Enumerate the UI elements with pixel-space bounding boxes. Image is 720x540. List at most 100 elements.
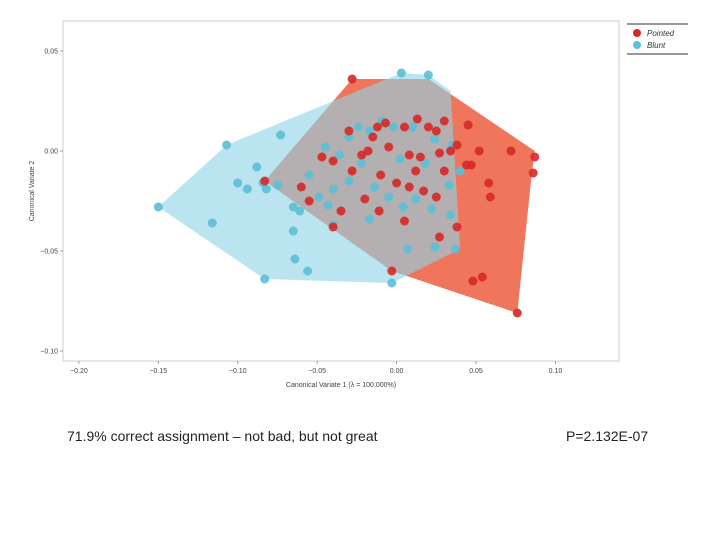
point-blunt-13 — [288, 226, 298, 236]
point-pointed-17 — [446, 146, 456, 156]
point-pointed-4 — [528, 168, 538, 178]
point-blunt-29 — [455, 166, 465, 176]
point-blunt-4 — [207, 218, 217, 228]
legend-label-blunt: Blunt — [647, 41, 666, 50]
y-tick-label: 0.05 — [44, 49, 58, 56]
point-pointed-23 — [423, 122, 433, 132]
point-blunt-8 — [261, 184, 271, 194]
point-blunt-35 — [398, 202, 408, 212]
point-pointed-1 — [474, 146, 484, 156]
point-pointed-12 — [512, 308, 522, 318]
point-blunt-48 — [395, 154, 405, 164]
point-blunt-19 — [320, 142, 330, 152]
point-blunt-3 — [153, 202, 163, 212]
point-pointed-30 — [435, 148, 444, 158]
point-pointed-40 — [360, 194, 370, 204]
accuracy-caption: 71.9% correct assignment – not bad, but … — [67, 428, 378, 444]
point-blunt-11 — [288, 202, 298, 212]
point-pointed-33 — [317, 152, 327, 162]
point-pointed-35 — [376, 170, 386, 180]
x-tick-label: −0.10 — [229, 368, 247, 375]
point-pointed-50 — [439, 166, 449, 176]
point-blunt-9 — [252, 162, 262, 172]
point-pointed-25 — [344, 126, 354, 136]
point-pointed-14 — [387, 266, 397, 276]
point-pointed-41 — [336, 206, 346, 216]
point-pointed-27 — [384, 142, 394, 152]
point-blunt-49 — [357, 158, 367, 168]
point-pointed-2 — [506, 146, 516, 156]
x-tick-label: −0.20 — [70, 368, 88, 375]
point-blunt-34 — [384, 192, 394, 202]
point-pointed-42 — [374, 206, 384, 216]
x-tick-label: −0.15 — [149, 368, 167, 375]
point-blunt-37 — [427, 204, 436, 214]
y-axis-label: Canonical Variate 2 — [29, 161, 36, 222]
legend: Pointed Blunt — [627, 23, 688, 55]
y-axis-ticks: −0.10 −0.05 0.00 0.05 — [40, 49, 63, 356]
legend-label-pointed: Pointed — [647, 29, 675, 38]
point-blunt-32 — [344, 176, 354, 186]
scatter-chart: −0.20 −0.15 −0.10 −0.05 0.00 0.05 0.10 −0.10−0… — [29, 20, 688, 389]
point-blunt-38 — [446, 210, 456, 220]
point-blunt-42 — [403, 244, 413, 254]
points-layer — [153, 68, 540, 318]
point-blunt-31 — [328, 184, 338, 194]
point-pointed-7 — [484, 178, 494, 188]
point-pointed-26 — [368, 132, 378, 142]
point-pointed-19 — [373, 122, 382, 132]
x-tick-label: −0.05 — [308, 368, 326, 375]
point-blunt-6 — [242, 184, 252, 194]
point-pointed-20 — [381, 118, 390, 128]
legend-swatch-blunt — [633, 41, 641, 49]
point-pointed-36 — [392, 178, 402, 188]
point-pointed-24 — [431, 126, 441, 136]
point-blunt-15 — [303, 266, 313, 276]
point-blunt-47 — [420, 158, 430, 168]
point-blunt-36 — [411, 194, 421, 204]
point-pointed-11 — [477, 272, 487, 282]
point-pointed-0 — [347, 74, 357, 84]
point-blunt-0 — [396, 68, 406, 78]
point-pointed-39 — [431, 192, 441, 202]
point-pointed-47 — [328, 222, 338, 232]
point-pointed-13 — [260, 176, 270, 186]
point-blunt-27 — [430, 134, 440, 144]
point-pointed-45 — [304, 196, 314, 206]
point-pointed-21 — [400, 122, 409, 132]
point-pointed-38 — [419, 186, 429, 196]
point-pointed-3 — [530, 152, 540, 162]
point-blunt-44 — [450, 244, 460, 254]
y-tick-label: 0.00 — [44, 149, 58, 156]
point-blunt-25 — [388, 122, 398, 132]
point-pointed-22 — [412, 114, 422, 124]
point-blunt-33 — [369, 182, 379, 192]
point-blunt-20 — [334, 150, 344, 160]
point-blunt-46 — [304, 170, 314, 180]
point-pointed-16 — [463, 120, 473, 130]
point-blunt-30 — [444, 180, 454, 190]
point-pointed-32 — [328, 156, 338, 166]
x-axis-ticks: −0.20 −0.15 −0.10 −0.05 0.00 0.05 0.10 — [70, 361, 562, 375]
point-pointed-29 — [415, 152, 425, 162]
y-tick-label: −0.10 — [40, 349, 58, 356]
x-axis-label: Canonical Variate 1 (λ = 100.000%) — [286, 382, 396, 389]
point-blunt-39 — [365, 214, 375, 224]
point-pointed-43 — [400, 216, 409, 226]
point-blunt-12 — [295, 206, 305, 216]
point-pointed-37 — [404, 182, 414, 192]
point-blunt-1 — [423, 70, 433, 80]
point-pointed-34 — [347, 166, 357, 176]
point-pointed-9 — [452, 222, 462, 232]
legend-swatch-pointed — [633, 29, 641, 37]
point-blunt-10 — [273, 180, 282, 190]
point-blunt-14 — [290, 254, 300, 264]
point-pointed-8 — [485, 192, 495, 202]
point-pointed-6 — [462, 160, 471, 170]
point-pointed-46 — [296, 182, 306, 192]
point-pointed-49 — [363, 146, 373, 156]
p-value-caption: P=2.132E-07 — [566, 428, 649, 444]
point-pointed-18 — [452, 140, 462, 150]
point-pointed-28 — [404, 150, 414, 160]
point-blunt-43 — [430, 242, 440, 252]
